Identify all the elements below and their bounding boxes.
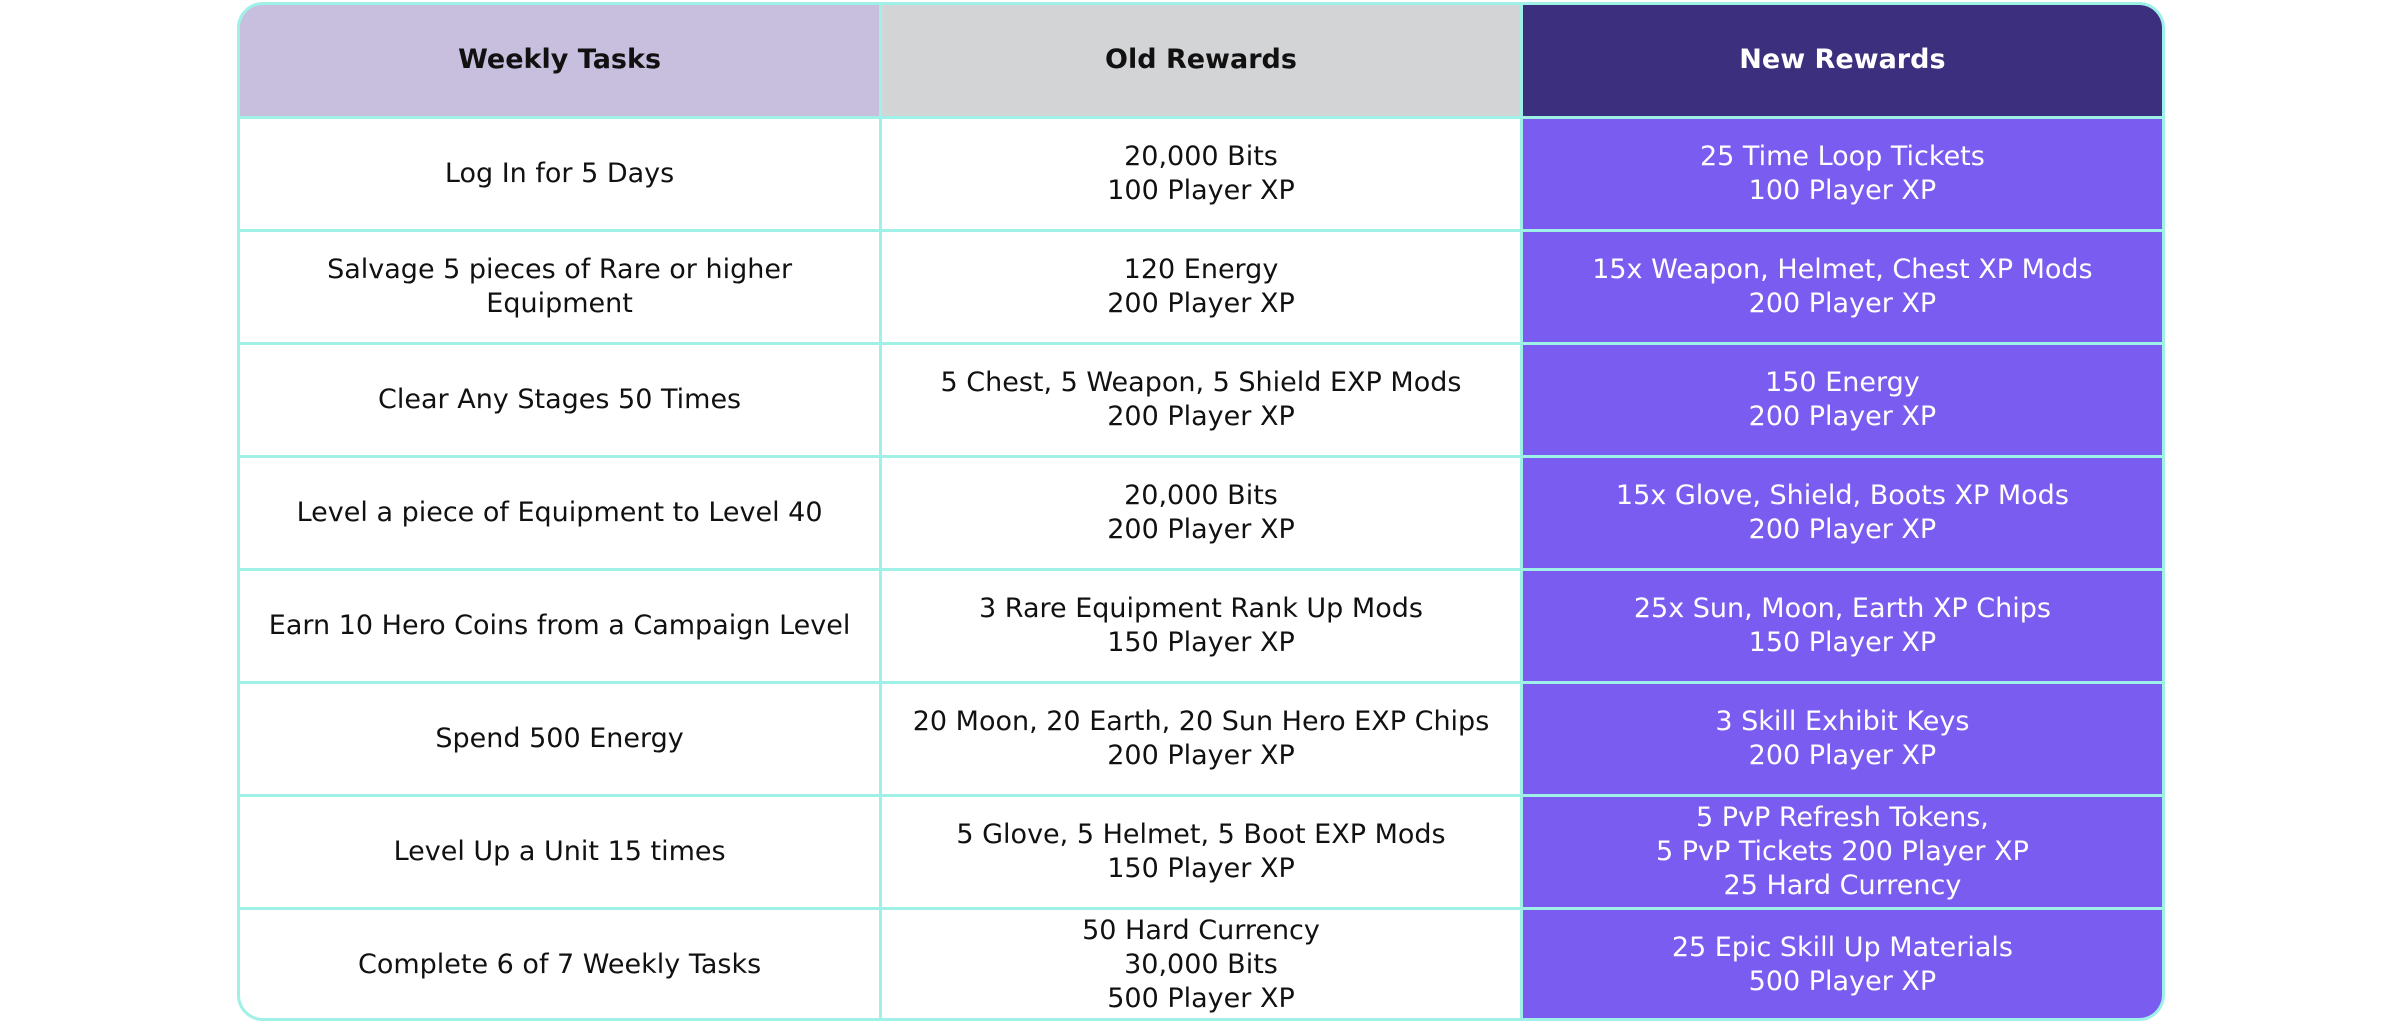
new-reward-line: 200 Player XP [1748,739,1937,771]
old-reward-line: 200 Player XP [1107,287,1295,319]
table-row: Clear Any Stages 50 Times 5 Chest, 5 Weap… [240,341,2162,458]
new-reward-line: 5 PvP Refresh Tokens, [1695,801,1989,833]
new-reward-cell: 3 Skill Exhibit Keys 200 Player XP [1519,680,2162,797]
old-reward-line: 200 Player XP [1107,513,1295,545]
new-reward-line: 150 Energy [1765,366,1920,398]
table-row: Earn 10 Hero Coins from a Campaign Level… [240,567,2162,684]
old-reward-line: 120 Energy [1123,253,1279,285]
task-cell: Log In for 5 Days [240,115,883,232]
new-reward-line: 15x Glove, Shield, Boots XP Mods [1615,479,2069,511]
old-reward-cell: 120 Energy 200 Player XP [879,228,1523,345]
old-reward-line: 200 Player XP [1107,400,1295,432]
old-reward-line: 200 Player XP [1107,739,1295,771]
old-reward-line: 50 Hard Currency [1082,915,1320,947]
new-reward-line: 500 Player XP [1748,966,1937,998]
new-reward-cell: 25x Sun, Moon, Earth XP Chips 150 Player … [1519,567,2162,684]
header-weekly-tasks: Weekly Tasks [240,5,883,119]
task-cell: Salvage 5 pieces of Rare or higher Equip… [240,228,883,345]
old-reward-cell: 3 Rare Equipment Rank Up Mods 150 Player … [879,567,1523,684]
old-reward-cell: 20,000 Bits 200 Player XP [879,454,1523,571]
new-reward-line: 25 Time Loop Tickets [1699,140,1985,172]
new-reward-line: 150 Player XP [1748,626,1937,658]
weekly-rewards-table: Weekly Tasks Old Rewards New Rewards Log… [240,5,2162,1018]
old-reward-cell: 5 Chest, 5 Weapon, 5 Shield EXP Mods 200 … [879,341,1523,458]
new-reward-line: 25 Hard Currency [1723,869,1962,901]
new-reward-line: 100 Player XP [1748,174,1937,206]
new-reward-line: 200 Player XP [1748,400,1937,432]
table-header-row: Weekly Tasks Old Rewards New Rewards [240,5,2162,119]
table-row: Level a piece of Equipment to Level 40 20… [240,454,2162,571]
new-reward-cell: 15x Weapon, Helmet, Chest XP Mods 200 Pla… [1519,228,2162,345]
old-reward-line: 20 Moon, 20 Earth, 20 Sun Hero EXP Chips [912,705,1490,737]
new-reward-cell: 5 PvP Refresh Tokens, 5 PvP Tickets 200 P… [1519,793,2162,910]
old-reward-cell: 5 Glove, 5 Helmet, 5 Boot EXP Mods 150 Pl… [879,793,1523,910]
header-new-rewards: New Rewards [1519,5,2162,119]
table-row: Spend 500 Energy 20 Moon, 20 Earth, 20 Su… [240,680,2162,797]
table-row: Complete 6 of 7 Weekly Tasks 50 Hard Curr… [240,906,2162,1018]
task-cell: Level Up a Unit 15 times [240,793,883,910]
old-reward-line: 20,000 Bits [1124,479,1278,511]
task-cell: Spend 500 Energy [240,680,883,797]
new-reward-line: 5 PvP Tickets 200 Player XP [1655,835,2029,867]
new-reward-line: 3 Skill Exhibit Keys [1715,705,1970,737]
header-old-rewards: Old Rewards [879,5,1523,119]
new-reward-line: 200 Player XP [1748,513,1937,545]
old-reward-line: 150 Player XP [1107,852,1295,884]
table-row: Log In for 5 Days 20,000 Bits 100 Player X… [240,115,2162,232]
new-reward-line: 25 Epic Skill Up Materials [1671,932,2013,964]
old-reward-cell: 20,000 Bits 100 Player XP [879,115,1523,232]
task-cell: Complete 6 of 7 Weekly Tasks [240,906,883,1018]
table-row: Level Up a Unit 15 times 5 Glove, 5 Helme… [240,793,2162,910]
new-reward-cell: 15x Glove, Shield, Boots XP Mods 200 Play… [1519,454,2162,571]
new-reward-line: 25x Sun, Moon, Earth XP Chips [1633,592,2051,624]
old-reward-line: 500 Player XP [1107,983,1295,1015]
old-reward-line: 150 Player XP [1107,626,1295,658]
table-body: Log In for 5 Days 20,000 Bits 100 Player X… [240,115,2162,1018]
table-row: Salvage 5 pieces of Rare or higher Equip… [240,228,2162,345]
old-reward-line: 3 Rare Equipment Rank Up Mods [979,592,1423,624]
task-cell: Earn 10 Hero Coins from a Campaign Level [240,567,883,684]
new-reward-cell: 25 Epic Skill Up Materials 500 Player XP [1519,906,2162,1018]
old-reward-cell: 50 Hard Currency 30,000 Bits 500 Player XP [879,906,1523,1018]
new-reward-line: 15x Weapon, Helmet, Chest XP Mods [1592,253,2093,285]
old-reward-line: 100 Player XP [1107,174,1295,206]
task-cell: Clear Any Stages 50 Times [240,341,883,458]
old-reward-cell: 20 Moon, 20 Earth, 20 Sun Hero EXP Chips… [879,680,1523,797]
old-reward-line: 5 Glove, 5 Helmet, 5 Boot EXP Mods [956,818,1446,850]
new-reward-line: 200 Player XP [1748,287,1937,319]
new-reward-cell: 25 Time Loop Tickets 100 Player XP [1519,115,2162,232]
old-reward-line: 20,000 Bits [1124,140,1278,172]
old-reward-line: 5 Chest, 5 Weapon, 5 Shield EXP Mods [940,366,1462,398]
task-cell: Level a piece of Equipment to Level 40 [240,454,883,571]
rewards-table-container: Weekly Tasks Old Rewards New Rewards Log… [237,2,2165,1021]
new-reward-cell: 150 Energy 200 Player XP [1519,341,2162,458]
old-reward-line: 30,000 Bits [1124,949,1278,981]
